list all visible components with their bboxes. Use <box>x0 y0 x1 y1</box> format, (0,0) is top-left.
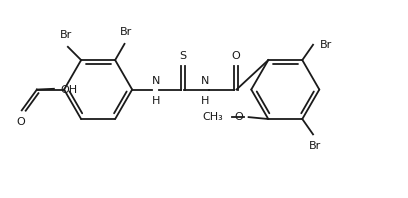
Text: H: H <box>201 96 209 106</box>
Text: N: N <box>151 76 160 86</box>
Text: CH₃: CH₃ <box>202 112 223 122</box>
Text: OH: OH <box>60 85 78 95</box>
Text: O: O <box>17 117 25 127</box>
Text: H: H <box>151 96 160 106</box>
Text: O: O <box>235 112 243 122</box>
Text: Br: Br <box>120 27 133 37</box>
Text: Br: Br <box>320 40 332 50</box>
Text: S: S <box>180 51 186 61</box>
Text: Br: Br <box>60 30 72 40</box>
Text: Br: Br <box>309 141 321 151</box>
Text: N: N <box>201 76 209 86</box>
Text: O: O <box>232 51 240 61</box>
